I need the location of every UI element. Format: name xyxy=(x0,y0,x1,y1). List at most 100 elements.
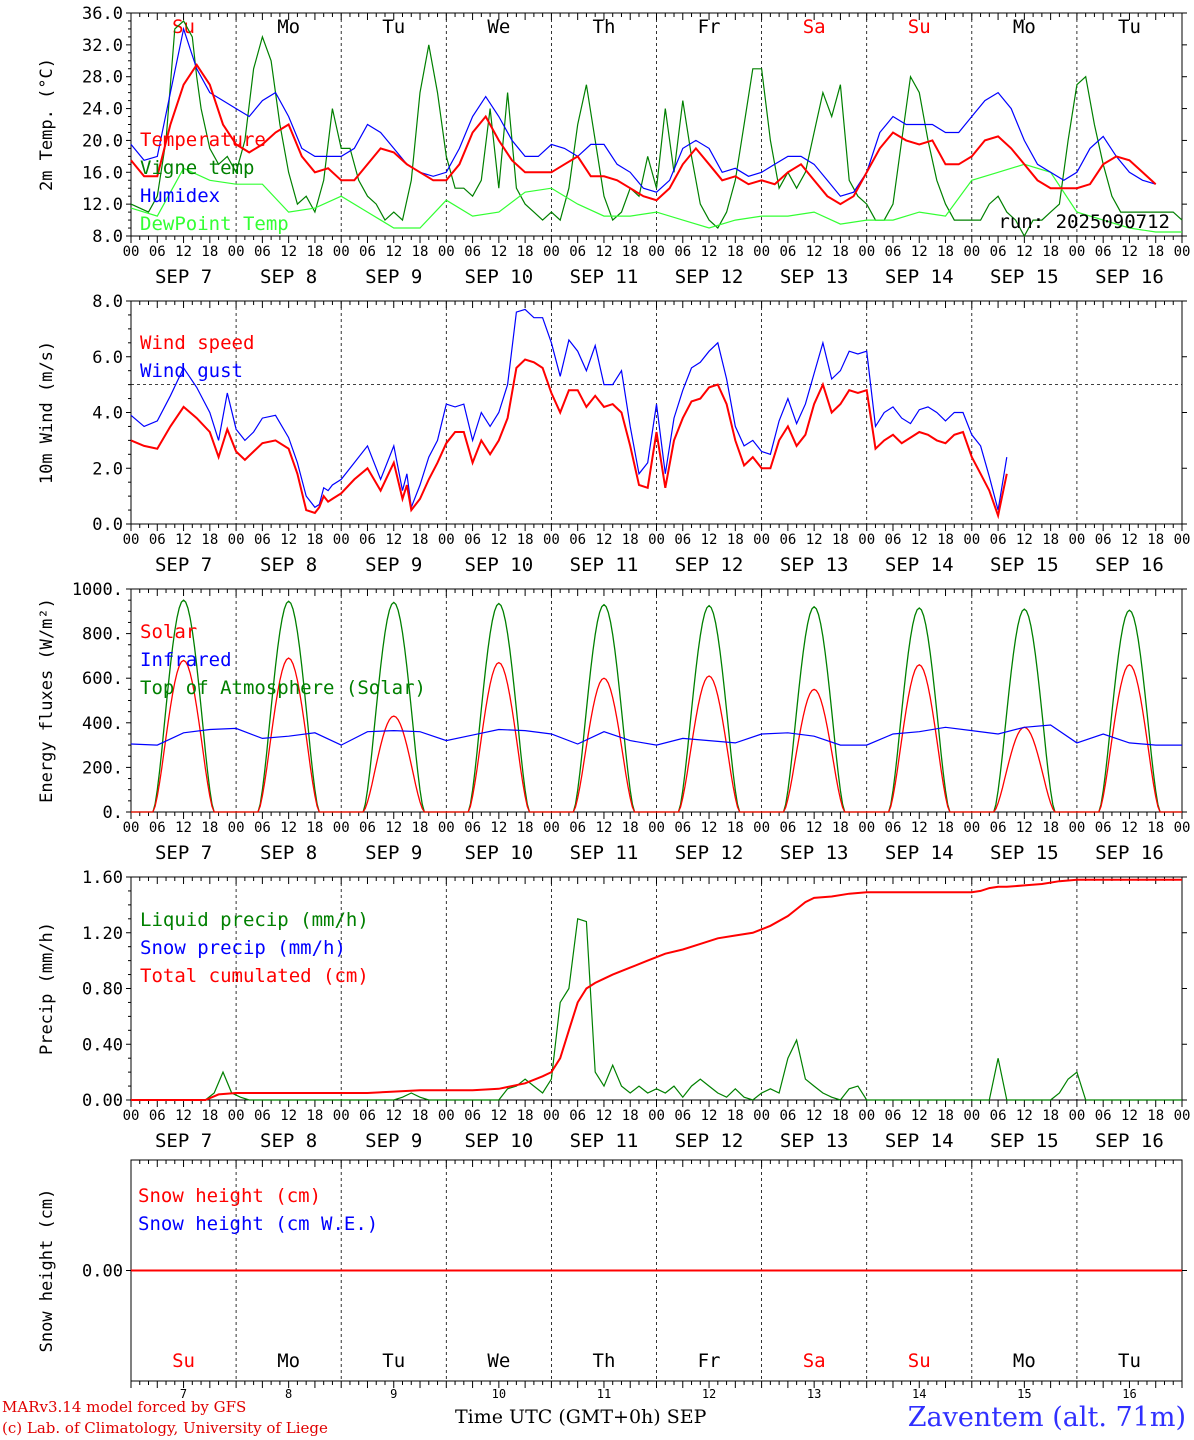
date-number: 15 xyxy=(1017,1387,1031,1401)
series-line xyxy=(130,26,1156,197)
date-label: SEP 9 xyxy=(365,266,422,288)
panel-5: 0.00 Snow height (cm) Su 7 Mo 8 Tu 9 We 10 Th 11 Fr 1… xyxy=(37,1159,1187,1401)
hour-label: 00 xyxy=(228,1108,245,1124)
series-line xyxy=(130,358,1008,520)
hour-label: 06 xyxy=(464,820,481,836)
hour-label: 12 xyxy=(806,244,823,260)
date-label: SEP 12 xyxy=(675,554,744,576)
hour-label: 00 xyxy=(858,820,875,836)
hour-label: 06 xyxy=(254,1108,271,1124)
legend-entry: Temperature xyxy=(140,129,266,151)
hour-label: 00 xyxy=(858,244,875,260)
date-label: SEP 13 xyxy=(780,842,849,864)
weekday-label: Su xyxy=(908,1350,931,1372)
hour-label: 12 xyxy=(385,532,402,548)
hour-label: 00 xyxy=(123,532,140,548)
hour-label: 00 xyxy=(543,532,560,548)
panel-frame xyxy=(130,300,1183,525)
series-line xyxy=(130,308,1008,511)
date-label: SEP 10 xyxy=(465,1130,534,1152)
date-number: 14 xyxy=(912,1387,926,1401)
hour-label: 18 xyxy=(412,820,429,836)
date-number: 7 xyxy=(180,1387,187,1401)
ytick-label: 2.0 xyxy=(92,459,123,479)
date-label: SEP 16 xyxy=(1095,842,1164,864)
hour-label: 12 xyxy=(596,820,613,836)
panel-3: 0. 200. 400. 600. 800. 1000. Energy fluxes (W/… xyxy=(37,580,1190,864)
ytick-label: 32.0 xyxy=(82,36,123,56)
weekday-label: Sa xyxy=(803,16,826,38)
location-title: Zaventem (alt. 71m) xyxy=(907,1402,1186,1433)
hour-label: 18 xyxy=(201,532,218,548)
ytick-label: 8.0 xyxy=(92,292,123,312)
weekday-label: Mo xyxy=(1013,1350,1036,1372)
hour-label: 00 xyxy=(1174,244,1191,260)
hour-label: 18 xyxy=(517,532,534,548)
date-label: SEP 11 xyxy=(570,842,639,864)
hour-label: 06 xyxy=(254,244,271,260)
hour-label: 12 xyxy=(385,244,402,260)
hour-label: 06 xyxy=(464,1108,481,1124)
hour-label: 06 xyxy=(779,532,796,548)
series-line xyxy=(131,918,1182,1101)
ytick-label: 1.60 xyxy=(82,868,123,888)
date-number: 10 xyxy=(492,1387,506,1401)
hour-label: 06 xyxy=(779,244,796,260)
hour-label: 06 xyxy=(569,244,586,260)
series-line xyxy=(130,20,1183,238)
hour-label: 00 xyxy=(438,1108,455,1124)
hour-label: 00 xyxy=(333,1108,350,1124)
hour-label: 12 xyxy=(280,820,297,836)
panel-frame xyxy=(130,588,1183,813)
hour-label: 12 xyxy=(280,244,297,260)
date-label: SEP 14 xyxy=(885,842,954,864)
hour-label: 18 xyxy=(1042,532,1059,548)
weekday-label: Mo xyxy=(1013,16,1036,38)
hour-label: 00 xyxy=(648,244,665,260)
hour-label: 18 xyxy=(306,532,323,548)
legend-entry: Total cumulated (cm) xyxy=(140,965,369,987)
weekday-label: Mo xyxy=(277,1350,300,1372)
weekday-label: Su xyxy=(908,16,931,38)
hour-label: 06 xyxy=(464,244,481,260)
ytick-label: 0.00 xyxy=(82,1262,123,1282)
date-number: 13 xyxy=(807,1387,821,1401)
ytick-label: 800. xyxy=(82,625,123,645)
ytick-label: 0.80 xyxy=(82,980,123,1000)
hour-label: 12 xyxy=(490,244,507,260)
ytick-label: 0.00 xyxy=(82,1091,123,1111)
hour-label: 00 xyxy=(858,532,875,548)
hour-label: 00 xyxy=(228,820,245,836)
date-label: SEP 9 xyxy=(365,1130,422,1152)
hour-label: 00 xyxy=(753,532,770,548)
date-label: SEP 7 xyxy=(155,1130,212,1152)
hour-label: 18 xyxy=(832,532,849,548)
hour-label: 06 xyxy=(674,820,691,836)
hour-label: 12 xyxy=(1016,532,1033,548)
hour-label: 18 xyxy=(727,1108,744,1124)
hour-label: 00 xyxy=(228,244,245,260)
date-label: SEP 10 xyxy=(465,554,534,576)
legend-entry: Snow height (cm) xyxy=(138,1185,321,1207)
weekday-label: Fr xyxy=(698,16,721,38)
hour-label: 12 xyxy=(701,1108,718,1124)
panel-4: 0.00 0.40 0.80 1.20 1.60 Precip (mm/h) 00 06 12 1… xyxy=(37,868,1190,1152)
date-label: SEP 11 xyxy=(570,554,639,576)
hour-label: 12 xyxy=(175,820,192,836)
hour-label: 00 xyxy=(1174,1108,1191,1124)
date-label: SEP 9 xyxy=(365,842,422,864)
hour-label: 06 xyxy=(569,532,586,548)
hour-label: 06 xyxy=(885,532,902,548)
series-solar xyxy=(131,657,1182,813)
hour-label: 00 xyxy=(438,532,455,548)
hour-label: 12 xyxy=(806,1108,823,1124)
hour-label: 12 xyxy=(1121,244,1138,260)
hour-label: 18 xyxy=(412,244,429,260)
hour-label: 18 xyxy=(727,532,744,548)
date-label: SEP 16 xyxy=(1095,554,1164,576)
hour-label: 00 xyxy=(333,820,350,836)
hour-label: 18 xyxy=(306,244,323,260)
hour-label: 12 xyxy=(1016,244,1033,260)
legend-entry: Solar xyxy=(140,621,197,643)
hour-label: 06 xyxy=(1095,1108,1112,1124)
